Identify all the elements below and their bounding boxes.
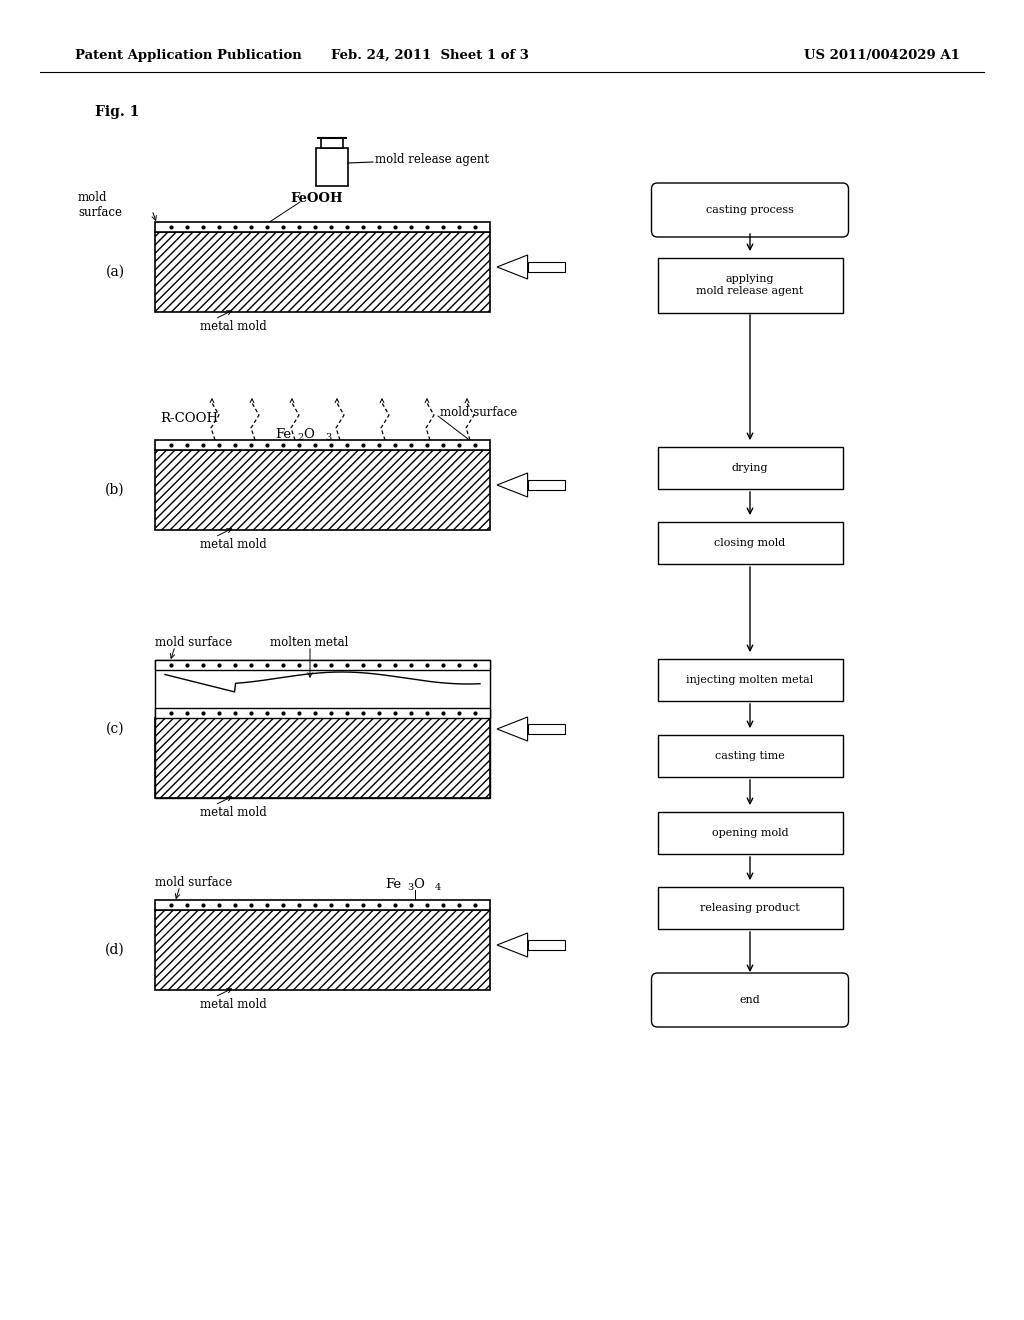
Text: 2: 2 — [297, 433, 303, 441]
Text: O: O — [303, 428, 314, 441]
FancyBboxPatch shape — [651, 973, 849, 1027]
Text: casting time: casting time — [715, 751, 784, 762]
Text: 4: 4 — [435, 883, 441, 891]
Text: injecting molten metal: injecting molten metal — [686, 675, 814, 685]
FancyBboxPatch shape — [651, 183, 849, 238]
Text: O: O — [413, 878, 424, 891]
Polygon shape — [497, 717, 527, 741]
Text: Fe: Fe — [385, 878, 401, 891]
Text: mold surface: mold surface — [155, 875, 232, 888]
Text: drying: drying — [732, 463, 768, 473]
Bar — [527, 940, 565, 950]
Text: US 2011/0042029 A1: US 2011/0042029 A1 — [804, 49, 961, 62]
Polygon shape — [497, 255, 527, 279]
Text: metal mold: metal mold — [200, 807, 266, 818]
Text: metal mold: metal mold — [200, 539, 266, 550]
Polygon shape — [497, 473, 527, 498]
Bar — [657, 887, 843, 929]
Bar — [155, 660, 490, 671]
Text: (a): (a) — [105, 265, 125, 279]
Text: metal mold: metal mold — [200, 998, 266, 1011]
Bar — [155, 660, 490, 799]
Text: releasing product: releasing product — [700, 903, 800, 913]
Bar — [657, 521, 843, 564]
Polygon shape — [497, 933, 527, 957]
Bar — [155, 909, 490, 990]
Text: applying
mold release agent: applying mold release agent — [696, 275, 804, 296]
Text: Feb. 24, 2011  Sheet 1 of 3: Feb. 24, 2011 Sheet 1 of 3 — [331, 49, 529, 62]
Bar — [155, 450, 490, 531]
Text: R-COOH: R-COOH — [160, 412, 218, 425]
Text: Fe: Fe — [275, 428, 291, 441]
Bar — [321, 139, 343, 148]
Bar — [316, 148, 348, 186]
Bar — [657, 735, 843, 777]
Bar — [155, 440, 490, 450]
Bar — [657, 812, 843, 854]
Bar — [527, 723, 565, 734]
Text: mold surface: mold surface — [440, 405, 517, 418]
Text: mold
surface: mold surface — [78, 191, 122, 219]
Text: metal mold: metal mold — [200, 319, 266, 333]
Text: closing mold: closing mold — [715, 539, 785, 548]
Text: casting process: casting process — [707, 205, 794, 215]
Bar — [155, 708, 490, 718]
Bar — [155, 222, 490, 232]
Text: molten metal: molten metal — [270, 635, 348, 648]
Text: 3: 3 — [407, 883, 414, 891]
Bar — [657, 257, 843, 313]
Text: (b): (b) — [105, 483, 125, 498]
Bar — [657, 659, 843, 701]
Bar — [527, 479, 565, 491]
Text: end: end — [739, 995, 761, 1005]
Bar — [155, 718, 490, 799]
Text: mold release agent: mold release agent — [375, 153, 489, 166]
Text: Patent Application Publication: Patent Application Publication — [75, 49, 302, 62]
Bar — [527, 261, 565, 272]
Bar — [657, 447, 843, 488]
Text: 3: 3 — [325, 433, 331, 441]
Text: opening mold: opening mold — [712, 828, 788, 838]
Text: Fig. 1: Fig. 1 — [95, 106, 139, 119]
Bar — [155, 900, 490, 909]
Text: mold surface: mold surface — [155, 635, 232, 648]
Text: (d): (d) — [105, 942, 125, 957]
Text: (c): (c) — [105, 722, 124, 737]
Text: FeOOH: FeOOH — [290, 191, 343, 205]
Bar — [155, 232, 490, 312]
